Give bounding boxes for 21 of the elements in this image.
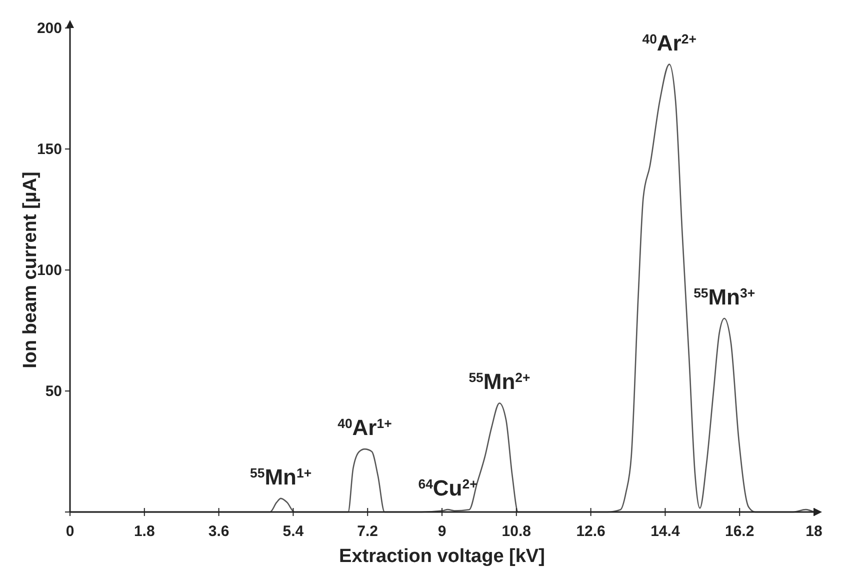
x-tick-label: 3.6 [208,523,230,540]
x-tick-label: 12.6 [576,523,606,540]
y-tick-label: 200 [36,20,62,37]
annotation: $^{40}$Ar$^{2+}$ [642,30,697,56]
x-tick-label: 9 [438,523,446,540]
annotation: $^{55}$Mn$^{3+}$ [694,284,756,310]
x-tick-label: 18 [806,523,822,540]
x-tick-label: 10.8 [502,523,531,540]
annotation: $^{64}$Cu$^{2+}$ [418,476,478,501]
annotation: $^{55}$Mn$^{2+}$ [468,369,530,394]
annotation: $^{40}$Ar$^{1+}$ [338,415,392,440]
x-tick-label: 16.2 [725,523,754,540]
x-tick-label: 14.4 [650,523,680,540]
x-axis-title: Extraction voltage [kV] [339,546,545,567]
y-tick-label: 150 [36,141,62,158]
x-tick-label: 5.4 [282,523,304,540]
x-tick-label: 1.8 [134,523,155,540]
x-tick-label: 7.2 [357,523,378,540]
annotation: $^{55}$Mn$^{1+}$ [250,464,312,490]
x-tick-label: 0 [66,523,74,540]
y-tick-label: 50 [45,383,62,400]
